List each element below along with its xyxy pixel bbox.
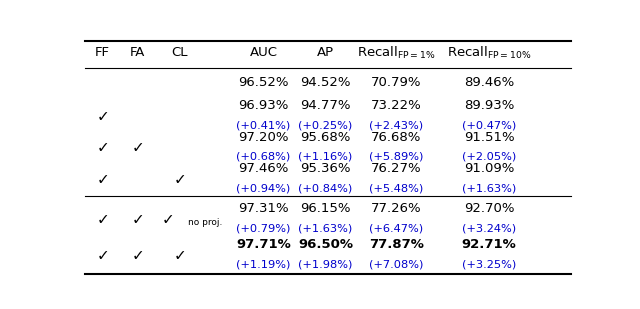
Text: 89.93%: 89.93%: [464, 99, 515, 112]
Text: 89.46%: 89.46%: [464, 76, 515, 89]
Text: AP: AP: [317, 46, 334, 59]
Text: 91.51%: 91.51%: [464, 130, 515, 143]
Text: Recall$_{\mathregular{FP=1\%}}$: Recall$_{\mathregular{FP=1\%}}$: [357, 44, 436, 61]
Text: $\checkmark$: $\checkmark$: [96, 211, 108, 226]
Text: (+3.25%): (+3.25%): [462, 259, 516, 269]
Text: 94.52%: 94.52%: [300, 76, 351, 89]
Text: 92.71%: 92.71%: [462, 238, 516, 251]
Text: $\checkmark$: $\checkmark$: [131, 139, 143, 154]
Text: (+0.79%): (+0.79%): [236, 224, 291, 234]
Text: 95.68%: 95.68%: [300, 130, 351, 143]
Text: (+2.05%): (+2.05%): [462, 152, 516, 162]
Text: (+0.47%): (+0.47%): [462, 120, 516, 130]
Text: no proj.: no proj.: [188, 218, 222, 227]
Text: $\checkmark$: $\checkmark$: [96, 108, 108, 123]
Text: (+1.98%): (+1.98%): [298, 259, 353, 269]
Text: AUC: AUC: [250, 46, 278, 59]
Text: 70.79%: 70.79%: [371, 76, 422, 89]
Text: (+1.63%): (+1.63%): [298, 224, 353, 234]
Text: 92.70%: 92.70%: [464, 202, 515, 215]
Text: (+0.25%): (+0.25%): [298, 120, 353, 130]
Text: (+1.63%): (+1.63%): [462, 184, 516, 194]
Text: (+6.47%): (+6.47%): [369, 224, 424, 234]
Text: (+0.84%): (+0.84%): [298, 184, 353, 194]
Text: 97.46%: 97.46%: [238, 162, 289, 175]
Text: FF: FF: [95, 46, 110, 59]
Text: 91.09%: 91.09%: [464, 162, 515, 175]
Text: (+2.43%): (+2.43%): [369, 120, 424, 130]
Text: 73.22%: 73.22%: [371, 99, 422, 112]
Text: 96.93%: 96.93%: [238, 99, 289, 112]
Text: 76.27%: 76.27%: [371, 162, 422, 175]
Text: $\checkmark$: $\checkmark$: [161, 211, 173, 226]
Text: $\checkmark$: $\checkmark$: [96, 247, 108, 262]
Text: $\checkmark$: $\checkmark$: [173, 247, 186, 262]
Text: FA: FA: [129, 46, 145, 59]
Text: 94.77%: 94.77%: [300, 99, 351, 112]
Text: CL: CL: [171, 46, 188, 59]
Text: $\checkmark$: $\checkmark$: [131, 247, 143, 262]
Text: 96.15%: 96.15%: [300, 202, 351, 215]
Text: (+1.19%): (+1.19%): [236, 259, 291, 269]
Text: $\checkmark$: $\checkmark$: [96, 171, 108, 186]
Text: Recall$_{\mathregular{FP=10\%}}$: Recall$_{\mathregular{FP=10\%}}$: [447, 44, 531, 61]
Text: $\checkmark$: $\checkmark$: [96, 139, 108, 154]
Text: 97.71%: 97.71%: [236, 238, 291, 251]
Text: 95.36%: 95.36%: [300, 162, 351, 175]
Text: (+5.48%): (+5.48%): [369, 184, 424, 194]
Text: (+0.41%): (+0.41%): [236, 120, 291, 130]
Text: 77.26%: 77.26%: [371, 202, 422, 215]
Text: (+0.94%): (+0.94%): [236, 184, 291, 194]
Text: 77.87%: 77.87%: [369, 238, 424, 251]
Text: (+3.24%): (+3.24%): [462, 224, 516, 234]
Text: 96.52%: 96.52%: [238, 76, 289, 89]
Text: (+0.68%): (+0.68%): [236, 152, 291, 162]
Text: 96.50%: 96.50%: [298, 238, 353, 251]
Text: $\checkmark$: $\checkmark$: [131, 211, 143, 226]
Text: 97.20%: 97.20%: [238, 130, 289, 143]
Text: 76.68%: 76.68%: [371, 130, 422, 143]
Text: (+7.08%): (+7.08%): [369, 259, 424, 269]
Text: $\checkmark$: $\checkmark$: [173, 171, 186, 186]
Text: (+1.16%): (+1.16%): [298, 152, 353, 162]
Text: (+5.89%): (+5.89%): [369, 152, 424, 162]
Text: 97.31%: 97.31%: [238, 202, 289, 215]
